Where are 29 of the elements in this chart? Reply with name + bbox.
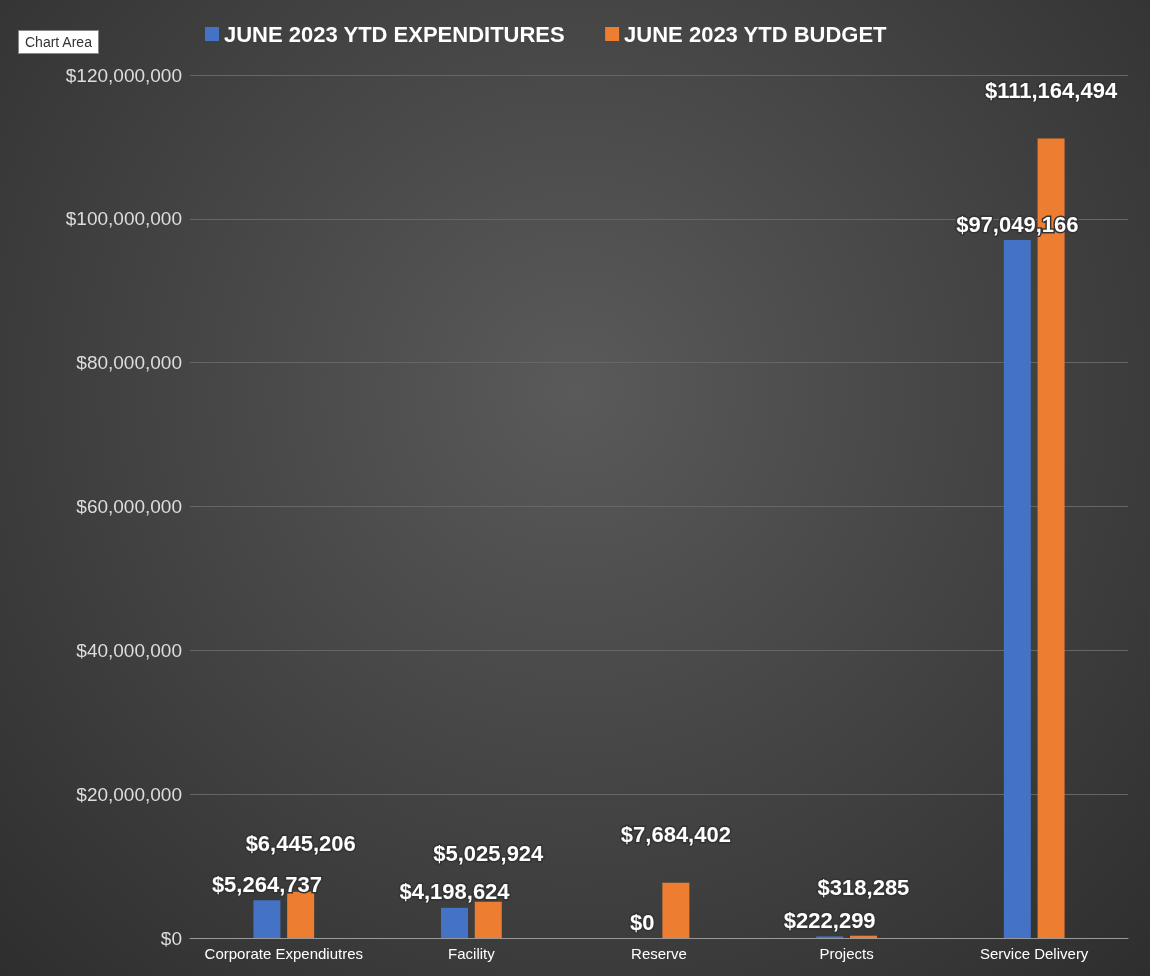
bar	[474, 901, 502, 938]
y-tick-label: $20,000,000	[76, 783, 182, 805]
bar	[441, 907, 469, 938]
text: Chart Area	[18, 30, 99, 54]
x-tick-label: Service Delivery	[980, 945, 1089, 962]
x-tick-label: Projects	[819, 945, 874, 962]
data-label: $4,198,624	[399, 879, 511, 905]
data-label: $5,264,737	[211, 871, 322, 897]
y-tick-label: $120,000,000	[65, 64, 182, 86]
y-tick-label: $100,000,000	[65, 208, 182, 230]
y-tick-label: $40,000,000	[76, 639, 182, 661]
x-tick-label: Reserve	[631, 945, 687, 962]
y-tick-label: $60,000,000	[76, 496, 182, 517]
bar	[253, 900, 281, 938]
legend-label: JUNE 2023 YTD EXPENDITURES	[224, 21, 565, 47]
bar	[662, 882, 690, 938]
data-label: $318,285	[817, 875, 910, 901]
y-tick-label: $80,000,000	[76, 352, 182, 374]
data-label: $111,164,494	[985, 78, 1118, 104]
data-label: $0	[629, 909, 655, 935]
y-tick-label: $0	[160, 927, 182, 949]
x-tick-label: Facility	[448, 945, 496, 962]
data-label: $7,684,402	[620, 822, 731, 848]
legend-label: JUNE 2023 YTD BUDGET	[624, 21, 888, 47]
x-tick-label: Corporate Expendiutres	[204, 945, 364, 962]
data-label: $6,445,206	[245, 831, 356, 857]
data-label: $5,025,924	[433, 841, 545, 867]
data-label: $222,299	[783, 907, 876, 933]
bar	[1003, 240, 1031, 938]
